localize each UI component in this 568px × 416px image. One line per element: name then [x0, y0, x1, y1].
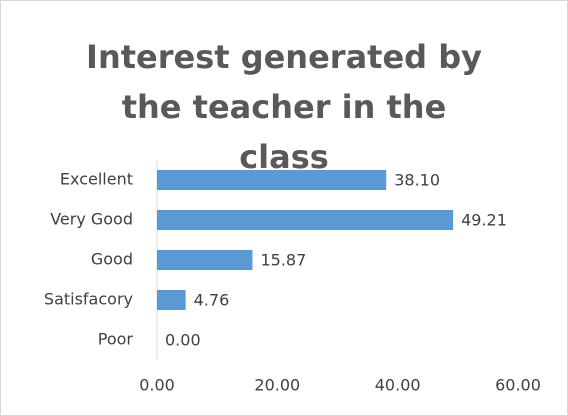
x-tick-label: 40.00	[375, 376, 421, 395]
bar	[157, 170, 387, 190]
data-label: 4.76	[194, 291, 230, 310]
y-tick-label: Excellent	[60, 170, 133, 189]
x-tick-label: 60.00	[495, 376, 541, 395]
bar	[157, 210, 454, 230]
chart-title: Interest generated by the teacher in the…	[86, 38, 482, 176]
bar	[157, 250, 253, 270]
x-tick-label: 20.00	[254, 376, 300, 395]
y-tick-label: Satisfacory	[44, 290, 133, 309]
data-label: 38.10	[394, 171, 440, 190]
y-tick-label: Good	[91, 250, 133, 269]
data-label: 0.00	[165, 331, 201, 350]
data-label: 49.21	[461, 211, 507, 230]
bar	[157, 290, 186, 310]
x-tick-label: 0.00	[139, 376, 175, 395]
y-tick-label: Poor	[98, 330, 134, 349]
y-tick-label: Very Good	[50, 210, 133, 229]
data-label: 15.87	[260, 251, 306, 270]
